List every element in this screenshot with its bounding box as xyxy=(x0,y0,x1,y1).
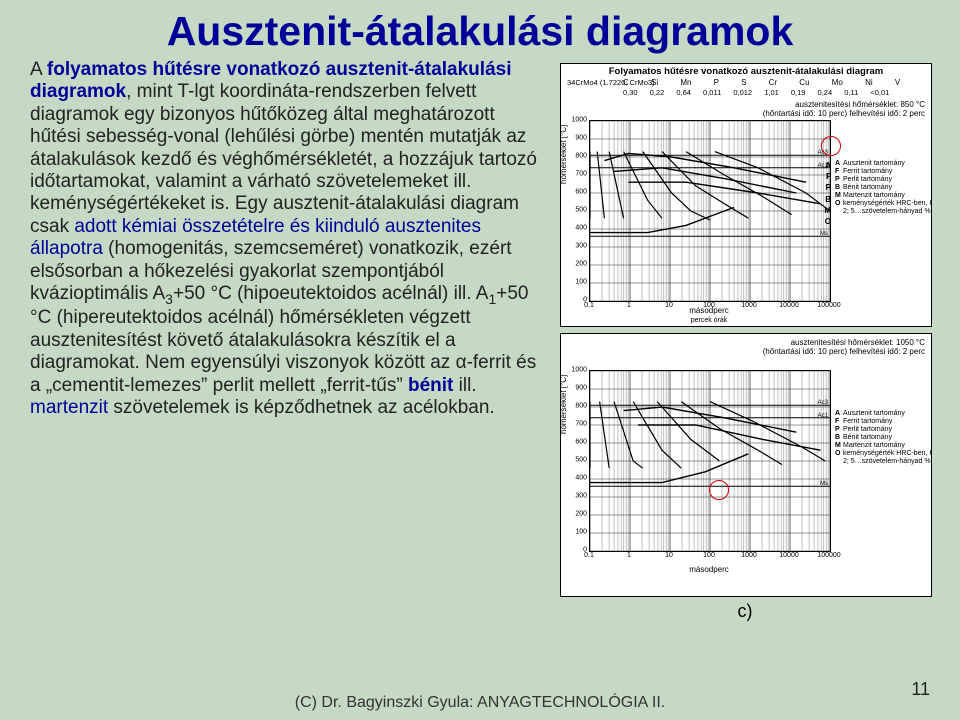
fig-title: Folyamatos hűtésre vonatkozó ausztenit-á… xyxy=(561,66,931,77)
subfigure-label: c) xyxy=(560,601,930,622)
plot-area: Ac3Ac1Ms xyxy=(589,120,831,302)
y-label: hőmérséklet [°C] xyxy=(560,375,568,434)
footer: (C) Dr. Bagyinszki Gyula: ANYAGTECHNOLÓG… xyxy=(0,694,960,712)
plot-area: Ac3 Ac1 Ms xyxy=(589,370,831,552)
page-title: Ausztenit-átalakulási diagramok xyxy=(30,8,930,55)
paragraph: A folyamatos hűtésre vonatkozó ausztenit… xyxy=(30,59,550,419)
legend: AAusztenit tartományFFerrit tartományPPe… xyxy=(835,410,927,466)
fig-subtitle: ausztenitesítési hőmérséklet: 850 °C (hő… xyxy=(763,100,925,118)
svg-text:Ms: Ms xyxy=(820,231,828,237)
svg-text:Ms: Ms xyxy=(820,481,828,487)
legend: AAusztenit tartományFFerrit tartományPPe… xyxy=(835,160,927,216)
red-circle-icon xyxy=(709,480,729,500)
region-markers: AFPBMO xyxy=(824,160,831,227)
y-label: hőmérséklet [°C] xyxy=(560,125,568,184)
svg-text:Ac1: Ac1 xyxy=(818,413,829,419)
composition-elements: C Si Mn P S Cr Cu Mo Ni V xyxy=(623,78,900,87)
diagram-bottom: ausztenitesítési hőmérséklet: 1050 °C (h… xyxy=(560,333,932,597)
body: A folyamatos hűtésre vonatkozó ausztenit… xyxy=(30,59,930,622)
red-circle-icon xyxy=(821,136,841,156)
composition-values: 0,30 0,22 0,64 0,011 0,012 1,01 0,19 0,2… xyxy=(623,88,889,97)
x-label: másodperc percek órák xyxy=(589,306,829,324)
text-column: A folyamatos hűtésre vonatkozó ausztenit… xyxy=(30,59,550,622)
figure-column: Folyamatos hűtésre vonatkozó ausztenit-á… xyxy=(560,59,930,622)
diagram-top: Folyamatos hűtésre vonatkozó ausztenit-á… xyxy=(560,63,932,327)
page-number: 11 xyxy=(911,679,930,700)
plot-svg: Ac3Ac1Ms xyxy=(590,121,830,301)
slide: Ausztenit-átalakulási diagramok A folyam… xyxy=(0,0,960,720)
x-label: másodperc xyxy=(589,565,829,574)
svg-text:Ac3: Ac3 xyxy=(818,400,829,406)
y-ticks: 01002003004005006007008009001000 xyxy=(571,370,587,550)
plot-svg: Ac3 Ac1 Ms xyxy=(590,371,830,551)
y-ticks: 01002003004005006007008009001000 xyxy=(571,120,587,300)
fig-subtitle: ausztenitesítési hőmérséklet: 1050 °C (h… xyxy=(763,338,925,356)
